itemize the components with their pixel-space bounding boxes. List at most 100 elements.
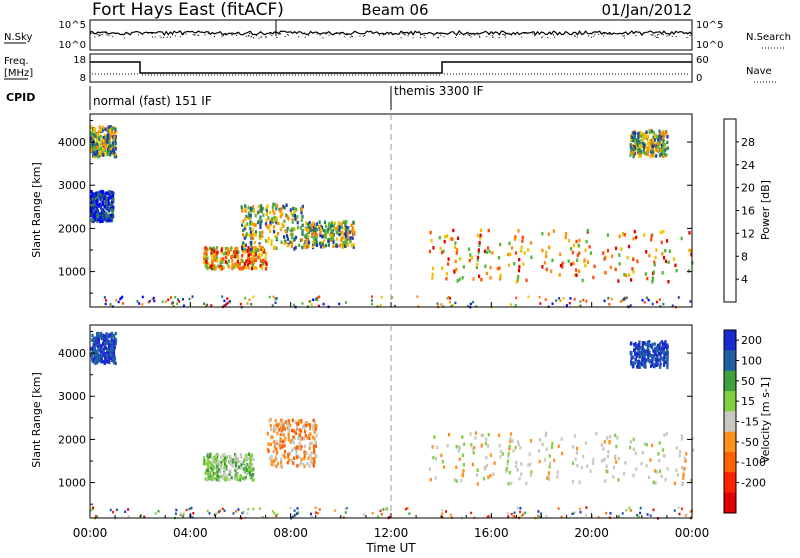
range-gate-cell bbox=[406, 507, 409, 510]
range-gate-cell bbox=[603, 299, 606, 303]
range-gate-cell bbox=[111, 349, 114, 353]
range-gate-cell bbox=[675, 468, 678, 473]
range-gate-cell bbox=[93, 199, 96, 204]
range-gate-cell bbox=[487, 228, 490, 233]
range-gate-cell bbox=[249, 252, 252, 256]
range-gate-cell bbox=[658, 441, 661, 445]
range-gate-cell bbox=[576, 253, 579, 257]
range-gate-cell bbox=[313, 237, 316, 242]
range-gate-cell bbox=[251, 221, 254, 226]
range-gate-cell bbox=[244, 247, 247, 252]
range-gate-cell bbox=[293, 509, 296, 512]
range-gate-cell bbox=[287, 455, 290, 460]
range-gate-cell bbox=[509, 437, 512, 441]
range-gate-cell bbox=[273, 512, 276, 515]
range-gate-cell bbox=[471, 447, 474, 451]
n-search-point bbox=[591, 36, 593, 38]
range-gate-cell bbox=[216, 452, 219, 457]
range-gate-cell bbox=[436, 445, 439, 450]
range-gate-cell bbox=[250, 236, 253, 240]
range-gate-cell bbox=[191, 516, 194, 519]
range-gate-cell bbox=[441, 509, 444, 512]
range-gate-cell bbox=[99, 355, 102, 359]
range-gate-cell bbox=[91, 356, 94, 361]
range-gate-cell bbox=[445, 272, 448, 276]
range-gate-cell bbox=[274, 456, 278, 460]
range-gate-cell bbox=[475, 305, 478, 308]
range-gate-cell bbox=[650, 234, 653, 238]
range-gate-cell bbox=[434, 476, 437, 480]
range-gate-cell bbox=[91, 147, 94, 151]
range-gate-cell bbox=[603, 457, 606, 462]
range-gate-cell bbox=[671, 304, 674, 307]
range-gate-cell bbox=[314, 453, 318, 458]
range-gate-cell bbox=[221, 295, 224, 298]
range-gate-cell bbox=[94, 348, 97, 352]
range-gate-cell bbox=[309, 426, 312, 431]
range-gate-cell bbox=[281, 453, 284, 457]
range-gate-cell bbox=[646, 146, 649, 150]
range-gate-cell bbox=[93, 214, 96, 219]
range-gate-cell bbox=[228, 477, 231, 482]
range-gate-cell bbox=[271, 217, 274, 221]
range-gate-cell bbox=[331, 233, 334, 237]
range-gate-cell bbox=[486, 444, 489, 448]
range-gate-cell bbox=[279, 443, 282, 448]
range-gate-cell bbox=[327, 243, 330, 247]
range-gate-cell bbox=[223, 453, 226, 457]
range-gate-cell bbox=[584, 441, 587, 445]
range-gate-cell bbox=[628, 506, 631, 510]
range-gate-cell bbox=[643, 359, 646, 364]
n-search-point bbox=[236, 34, 237, 36]
range-gate-cell bbox=[327, 239, 330, 244]
range-gate-cell bbox=[431, 276, 434, 280]
n-search-point bbox=[298, 36, 299, 38]
range-gate-cell bbox=[307, 229, 310, 233]
colorbar-tick-label: -200 bbox=[741, 477, 766, 490]
range-gate-cell bbox=[341, 236, 344, 241]
range-gate-cell bbox=[264, 252, 268, 256]
y-tick-label: 1000 bbox=[58, 266, 86, 279]
n-search-point bbox=[506, 33, 508, 35]
range-gate-cell bbox=[645, 443, 648, 447]
n-search-point bbox=[492, 37, 494, 38]
range-gate-cell bbox=[491, 251, 494, 255]
range-gate-cell bbox=[206, 509, 209, 513]
range-gate-cell bbox=[174, 512, 177, 515]
range-gate-cell bbox=[442, 465, 446, 469]
range-gate-cell bbox=[243, 236, 246, 240]
range-gate-cell bbox=[261, 266, 264, 270]
range-gate-cell bbox=[432, 266, 435, 271]
range-gate-cell bbox=[616, 436, 619, 440]
range-gate-cell bbox=[477, 250, 480, 255]
range-gate-cell bbox=[575, 239, 578, 244]
range-gate-cell bbox=[575, 446, 579, 451]
range-gate-cell bbox=[272, 425, 275, 430]
n-search-point bbox=[316, 33, 318, 35]
range-gate-cell bbox=[480, 433, 483, 437]
range-gate-cell bbox=[570, 262, 573, 267]
range-gate-cell bbox=[575, 268, 578, 272]
n-search-point bbox=[237, 32, 238, 34]
range-gate-cell bbox=[212, 254, 216, 258]
range-gate-cell bbox=[653, 363, 656, 367]
range-gate-cell bbox=[104, 151, 107, 155]
range-gate-cell bbox=[655, 154, 658, 158]
n-search-point bbox=[404, 33, 406, 35]
range-gate-cell bbox=[298, 419, 302, 423]
range-gate-cell bbox=[259, 222, 262, 226]
range-gate-cell bbox=[289, 440, 292, 444]
n-search-point bbox=[642, 33, 644, 35]
range-gate-cell bbox=[221, 459, 225, 463]
range-gate-cell bbox=[111, 199, 114, 204]
range-gate-cell bbox=[241, 223, 244, 227]
n-search-point bbox=[308, 34, 310, 36]
range-gate-cell bbox=[114, 341, 117, 346]
range-gate-cell bbox=[659, 142, 662, 147]
range-gate-cell bbox=[514, 445, 517, 450]
range-gate-cell bbox=[244, 209, 247, 213]
range-gate-cell bbox=[294, 217, 297, 221]
range-gate-cell bbox=[315, 222, 318, 226]
n-search-point bbox=[346, 32, 348, 34]
